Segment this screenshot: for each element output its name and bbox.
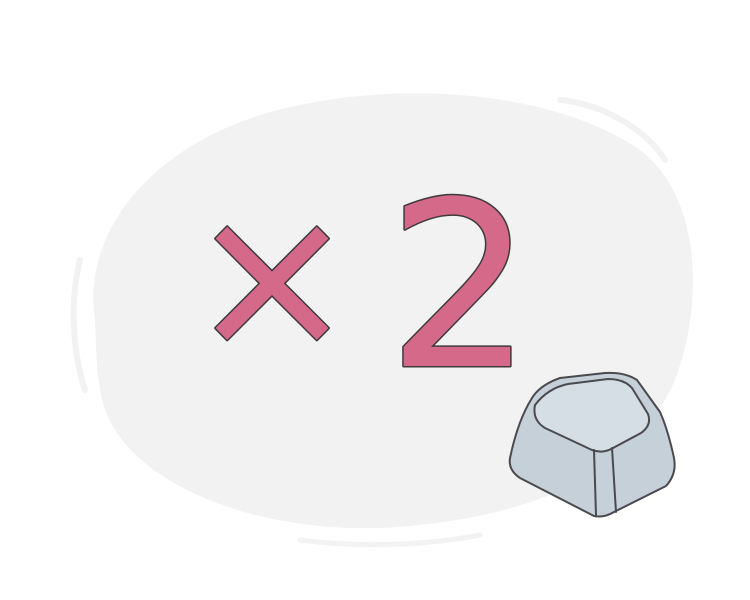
multiply-symbol: × [188, 161, 356, 394]
blob-sketch-stroke [297, 532, 483, 548]
keyboard-key-icon [508, 371, 676, 518]
key-edge [611, 447, 617, 513]
key-top-face [533, 378, 651, 453]
key-edge [593, 449, 597, 516]
multiply-icon: × [187, 160, 358, 396]
number-two-glyph: 2 [387, 154, 533, 421]
blob-sketch-stroke [557, 97, 668, 163]
blob-sketch-stroke [70, 257, 88, 393]
number-two: 2 [385, 153, 534, 423]
